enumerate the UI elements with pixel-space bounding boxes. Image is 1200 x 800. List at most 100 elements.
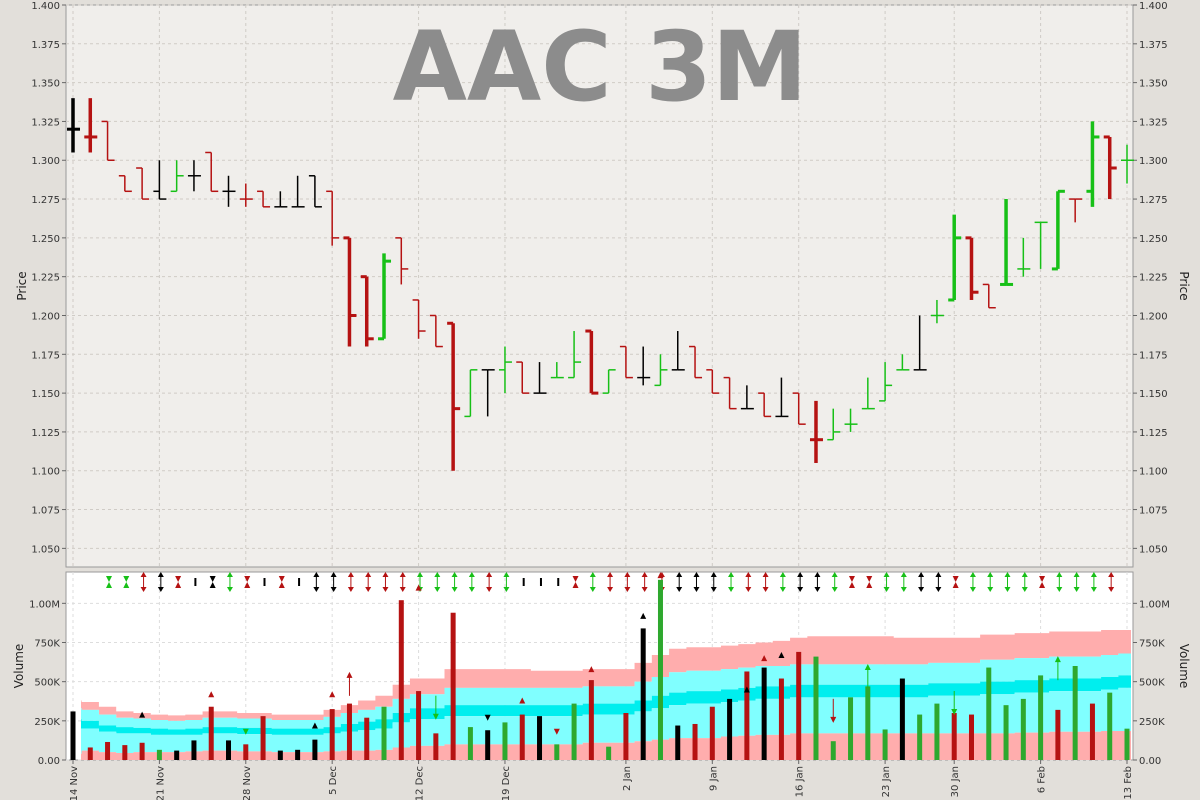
volume-bar	[796, 651, 802, 760]
signal-marker	[745, 572, 752, 577]
signal-marker	[779, 587, 786, 592]
signal-marker	[226, 572, 233, 577]
signal-marker	[157, 587, 164, 592]
signal-marker	[106, 582, 112, 588]
signal-marker	[762, 572, 769, 577]
signal-marker	[175, 582, 182, 588]
volume-tick-label: 750K	[34, 639, 60, 650]
ohlc-bar	[844, 408, 858, 432]
ohlc-bar	[153, 160, 167, 200]
ohlc-bar	[222, 175, 236, 207]
price-tick-label: 1.125	[31, 428, 60, 439]
signal-marker	[330, 572, 337, 577]
signal-marker	[486, 587, 493, 592]
price-tick-label: 1.100	[1139, 467, 1168, 478]
ohlc-bar	[758, 392, 772, 418]
ohlc-bar	[378, 253, 392, 341]
signal-marker	[883, 572, 890, 577]
volume-marker	[1054, 656, 1061, 663]
signal-marker	[693, 572, 700, 577]
ohlc-bar	[308, 175, 322, 208]
price-tick-label: 1.100	[31, 467, 60, 478]
signal-marker	[347, 572, 354, 577]
ohlc-bar	[948, 214, 962, 302]
volume-bar	[640, 628, 646, 760]
signal-marker	[451, 572, 458, 577]
ohlc-bar	[412, 299, 426, 339]
volume-marker	[553, 728, 560, 735]
price-tick-label: 1.200	[1139, 311, 1168, 322]
signal-marker	[175, 576, 182, 582]
signal-marker	[313, 587, 320, 592]
volume-bar	[1038, 675, 1044, 760]
price-grid	[62, 4, 1137, 567]
volume-bar	[70, 711, 76, 760]
volume-bar	[917, 714, 923, 760]
signal-marker	[848, 576, 855, 582]
volume-bar	[139, 742, 145, 760]
price-tick-label: 1.075	[1139, 506, 1168, 517]
ohlc-bar	[187, 160, 201, 192]
volume-marker	[640, 612, 647, 619]
volume-tick-label: 250K	[34, 717, 60, 728]
signal-marker	[1056, 572, 1063, 577]
signal-marker	[1004, 587, 1011, 592]
ohlc-bar	[326, 190, 340, 246]
volume-bar	[882, 729, 888, 760]
signal-marker	[987, 587, 994, 592]
volume-marker	[657, 572, 664, 579]
volume-marker	[830, 716, 837, 723]
ohlc-bar	[809, 400, 823, 463]
volume-tick-label: 500K	[1139, 678, 1165, 689]
ohlc-bar	[775, 377, 789, 418]
signal-marker	[969, 587, 976, 592]
price-tick-label: 1.300	[1139, 156, 1168, 167]
ohlc-bar	[101, 120, 115, 161]
volume-bar	[398, 600, 404, 760]
signal-marker	[1090, 587, 1097, 592]
volume-bar	[813, 656, 819, 760]
volume-bar	[727, 698, 733, 760]
volume-tick-label: 250K	[1139, 717, 1165, 728]
signal-marker	[434, 572, 441, 577]
signal-marker	[848, 582, 855, 588]
volume-band-upper	[81, 629, 1131, 721]
volume-bar	[692, 723, 698, 760]
volume-bar	[899, 678, 905, 760]
signal-marker	[140, 587, 147, 592]
signal-marker	[1073, 587, 1080, 592]
volume-axis-label-left: Volume	[12, 644, 26, 689]
date-tick-label: 9 Jan	[708, 766, 719, 791]
signal-marker	[814, 587, 821, 592]
volume-bar	[122, 745, 128, 760]
volume-bar	[87, 747, 93, 760]
volume-bar	[848, 697, 854, 760]
price-tick-label: 1.350	[31, 79, 60, 90]
signal-marker	[1021, 572, 1028, 577]
signal-marker	[382, 587, 389, 592]
volume-marker	[484, 714, 491, 721]
volume-bar	[623, 713, 629, 760]
signal-marker	[918, 572, 925, 577]
signal-marker	[900, 572, 907, 577]
volume-bar	[968, 714, 974, 760]
ohlc-bar	[447, 321, 461, 471]
signal-marker	[399, 587, 406, 592]
signal-marker	[762, 587, 769, 592]
ohlc-bar	[1000, 199, 1014, 286]
signal-marker	[399, 572, 406, 577]
volume-bar	[830, 741, 836, 760]
volume-bar	[554, 744, 560, 760]
signal-marker	[728, 572, 735, 577]
price-tick-label: 1.125	[1139, 428, 1168, 439]
price-tick-label: 1.200	[31, 311, 60, 322]
price-tick-label: 1.325	[31, 117, 60, 128]
price-tick-label: 1.225	[1139, 273, 1168, 284]
volume-marker	[778, 652, 785, 659]
volume-marker	[951, 709, 958, 715]
signal-marker	[451, 587, 458, 592]
volume-bar	[329, 709, 335, 760]
ohlc-bar	[913, 315, 927, 371]
volume-bar	[709, 706, 715, 760]
date-tick-label: 16 Jan	[795, 766, 806, 797]
